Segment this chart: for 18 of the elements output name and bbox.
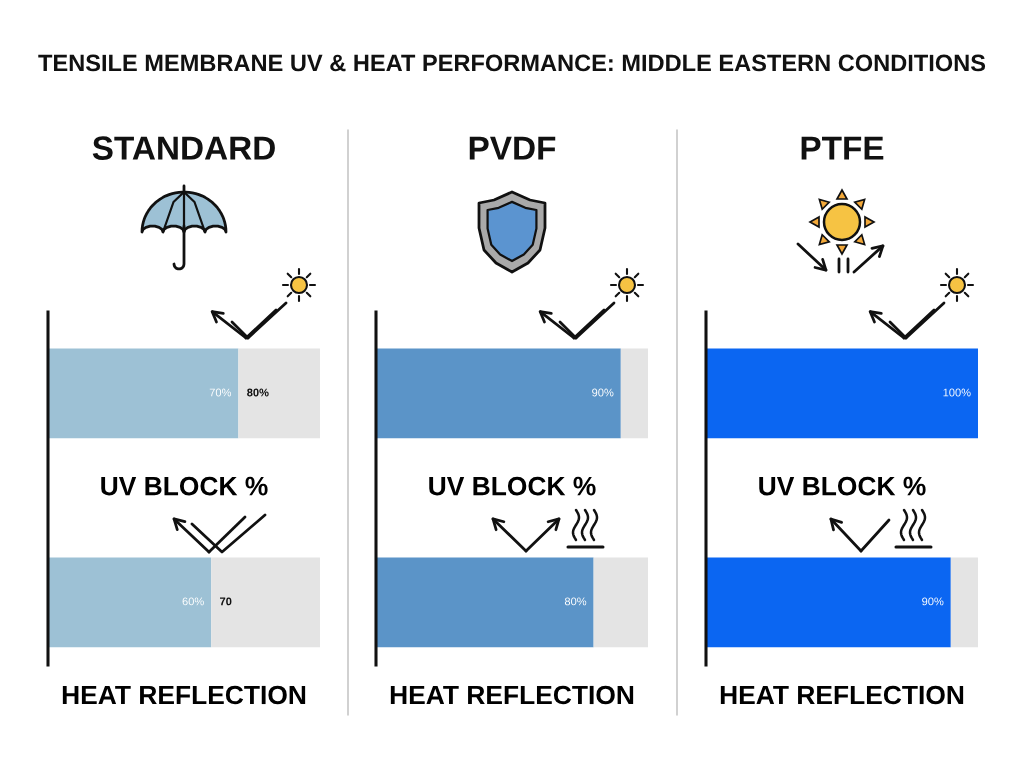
y-tick-label: UV BLOCK %	[429, 476, 596, 496]
data-label: 70%	[209, 388, 232, 397]
data-label: 60%	[182, 597, 204, 606]
y-tick-label: HEAT REFLECTION	[62, 685, 306, 705]
y-tick-label: HEAT REFLECTION	[390, 685, 634, 705]
chart-subtitle: PVDF	[469, 136, 556, 160]
chart-subtitle: PTFE	[801, 136, 884, 160]
data-label: 100%	[943, 388, 971, 397]
y-tick-label: HEAT REFLECTION	[720, 685, 964, 705]
annotation: 70	[220, 597, 232, 606]
data-label: 90%	[592, 388, 614, 397]
data-label: 80%	[564, 597, 587, 606]
y-tick-label: UV BLOCK %	[101, 476, 268, 496]
y-tick-label: UV BLOCK %	[759, 476, 926, 496]
chart-subtitle: STANDARD	[92, 136, 275, 160]
text: TENSILE MEMBRANE UV & HEAT PERFORMANCE: MIDDLE EASTERN CONDITIONS	[38, 54, 986, 72]
annotation: 80%	[247, 388, 269, 397]
data-label: 90%	[922, 597, 944, 606]
